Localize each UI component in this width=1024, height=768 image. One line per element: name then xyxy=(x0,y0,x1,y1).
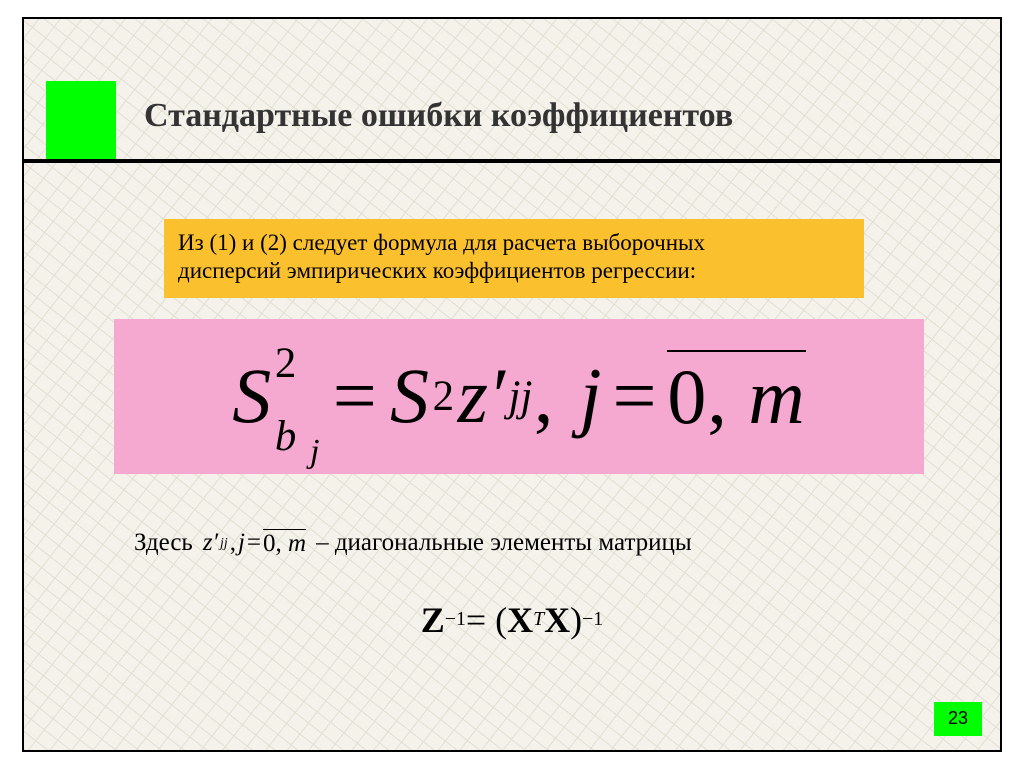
sym-eq2: = xyxy=(612,351,656,441)
sym-sub-bj: b j xyxy=(275,420,320,454)
sym-jvar: j xyxy=(580,351,602,441)
note-eq: = xyxy=(247,529,261,557)
slide-outer: Стандартные ошибки коэффициентов Из (1) … xyxy=(0,0,1024,768)
note-row: Здесь z′ jj , j = 0, m – диагональные эл… xyxy=(134,529,692,558)
mat-close: ) xyxy=(570,599,582,641)
intro-text-box: Из (1) и (2) следует формула для расчета… xyxy=(164,219,864,299)
divider-line xyxy=(24,159,1000,163)
sym-zprime: z′ xyxy=(458,351,505,441)
mat-T: T xyxy=(533,608,544,631)
note-post: – диагональные элементы матрицы xyxy=(316,529,692,557)
mat-X2: X xyxy=(544,599,570,641)
sym-range: 0, m xyxy=(667,350,805,442)
note-formula: z′ jj , j = 0, m xyxy=(203,529,306,558)
mat-neg1b: −1 xyxy=(582,608,603,631)
intro-line-2: дисперсий эмпирических коэффициентов рег… xyxy=(178,257,850,286)
mat-Z: Z xyxy=(421,599,445,641)
sym-eq1: = xyxy=(333,351,377,441)
left-accent-square xyxy=(46,81,116,161)
mat-eq: = ( xyxy=(466,599,507,641)
note-pre: Здесь xyxy=(134,529,193,557)
main-formula: S 2 b j = S 2 z′ jj , j = 0 xyxy=(114,319,924,474)
sym-sub-jj: jj xyxy=(509,372,533,421)
sym-b: b xyxy=(275,413,296,460)
formula-eq: S 2 b j = S 2 z′ jj , j = 0 xyxy=(232,350,805,442)
note-comma: , xyxy=(230,529,236,557)
sym-S2: S xyxy=(390,351,429,441)
note-jvar: j xyxy=(238,529,245,557)
matrix-formula: Z −1 = ( X T X ) −1 xyxy=(24,599,1000,641)
sym-S1: S xyxy=(232,351,271,441)
slide: Стандартные ошибки коэффициентов Из (1) … xyxy=(22,17,1002,752)
note-range-over: 0, m xyxy=(263,529,306,558)
sym-j-sub: j xyxy=(310,432,320,470)
matrix-inner: Z −1 = ( X T X ) −1 xyxy=(421,599,603,641)
intro-line-1: Из (1) и (2) следует формула для расчета… xyxy=(178,229,850,258)
sym-range-text: 0, m xyxy=(667,353,805,440)
mat-X1: X xyxy=(507,599,533,641)
note-jj: jj xyxy=(220,535,228,551)
mat-neg1a: −1 xyxy=(445,608,466,631)
sym-comma: , xyxy=(534,351,554,441)
slide-title: Стандартные ошибки коэффициентов xyxy=(144,97,733,135)
note-range: 0, m xyxy=(263,530,306,557)
note-zprime: z′ xyxy=(203,529,218,557)
sym-sup-2b: 2 xyxy=(433,372,454,421)
page-number: 23 xyxy=(934,702,982,736)
sym-sup-2a: 2 xyxy=(275,347,320,381)
